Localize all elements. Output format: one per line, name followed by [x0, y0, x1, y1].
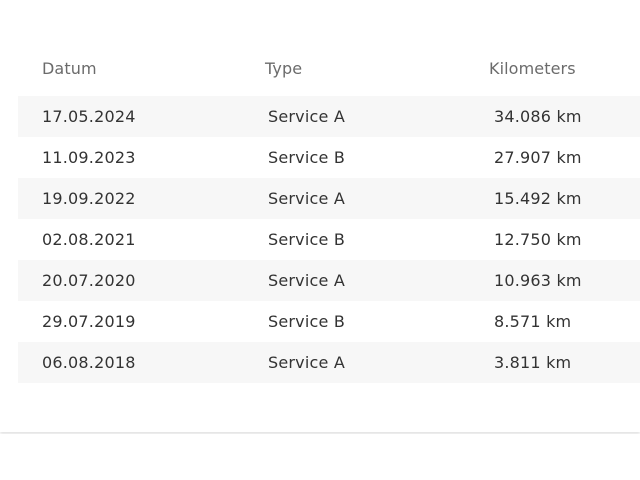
row-kilometers: 8.571 km	[494, 312, 572, 331]
column-header-date: Datum	[42, 59, 97, 78]
row-kilometers: 27.907 km	[494, 148, 582, 167]
row-type: Service B	[268, 148, 345, 167]
table-row: 20.07.2020 Service A 10.963 km	[18, 260, 640, 301]
row-date: 19.09.2022	[42, 189, 136, 208]
column-header-kilometers: Kilometers	[489, 59, 576, 78]
row-date: 29.07.2019	[42, 312, 136, 331]
row-kilometers: 12.750 km	[494, 230, 582, 249]
row-type: Service A	[268, 189, 345, 208]
row-date: 06.08.2018	[42, 353, 136, 372]
row-kilometers: 3.811 km	[494, 353, 572, 372]
table-row: 02.08.2021 Service B 12.750 km	[18, 219, 640, 260]
table-header: Datum Type Kilometers	[18, 54, 640, 84]
row-date: 20.07.2020	[42, 271, 136, 290]
row-date: 02.08.2021	[42, 230, 136, 249]
row-kilometers: 15.492 km	[494, 189, 582, 208]
table-row: 29.07.2019 Service B 8.571 km	[18, 301, 640, 342]
row-date: 11.09.2023	[42, 148, 136, 167]
table-row: 19.09.2022 Service A 15.492 km	[18, 178, 640, 219]
row-type: Service A	[268, 271, 345, 290]
page-background-below-card	[0, 434, 640, 480]
column-header-type: Type	[265, 59, 303, 78]
row-date: 17.05.2024	[42, 107, 136, 126]
row-type: Service A	[268, 107, 345, 126]
row-type: Service A	[268, 353, 345, 372]
row-type: Service B	[268, 230, 345, 249]
service-history-table: Datum Type Kilometers 17.05.2024 Service…	[18, 54, 640, 383]
row-kilometers: 10.963 km	[494, 271, 582, 290]
service-history-card: Datum Type Kilometers 17.05.2024 Service…	[18, 54, 640, 383]
table-row: 06.08.2018 Service A 3.811 km	[18, 342, 640, 383]
table-row: 17.05.2024 Service A 34.086 km	[18, 96, 640, 137]
row-kilometers: 34.086 km	[494, 107, 582, 126]
table-row: 11.09.2023 Service B 27.907 km	[18, 137, 640, 178]
row-type: Service B	[268, 312, 345, 331]
